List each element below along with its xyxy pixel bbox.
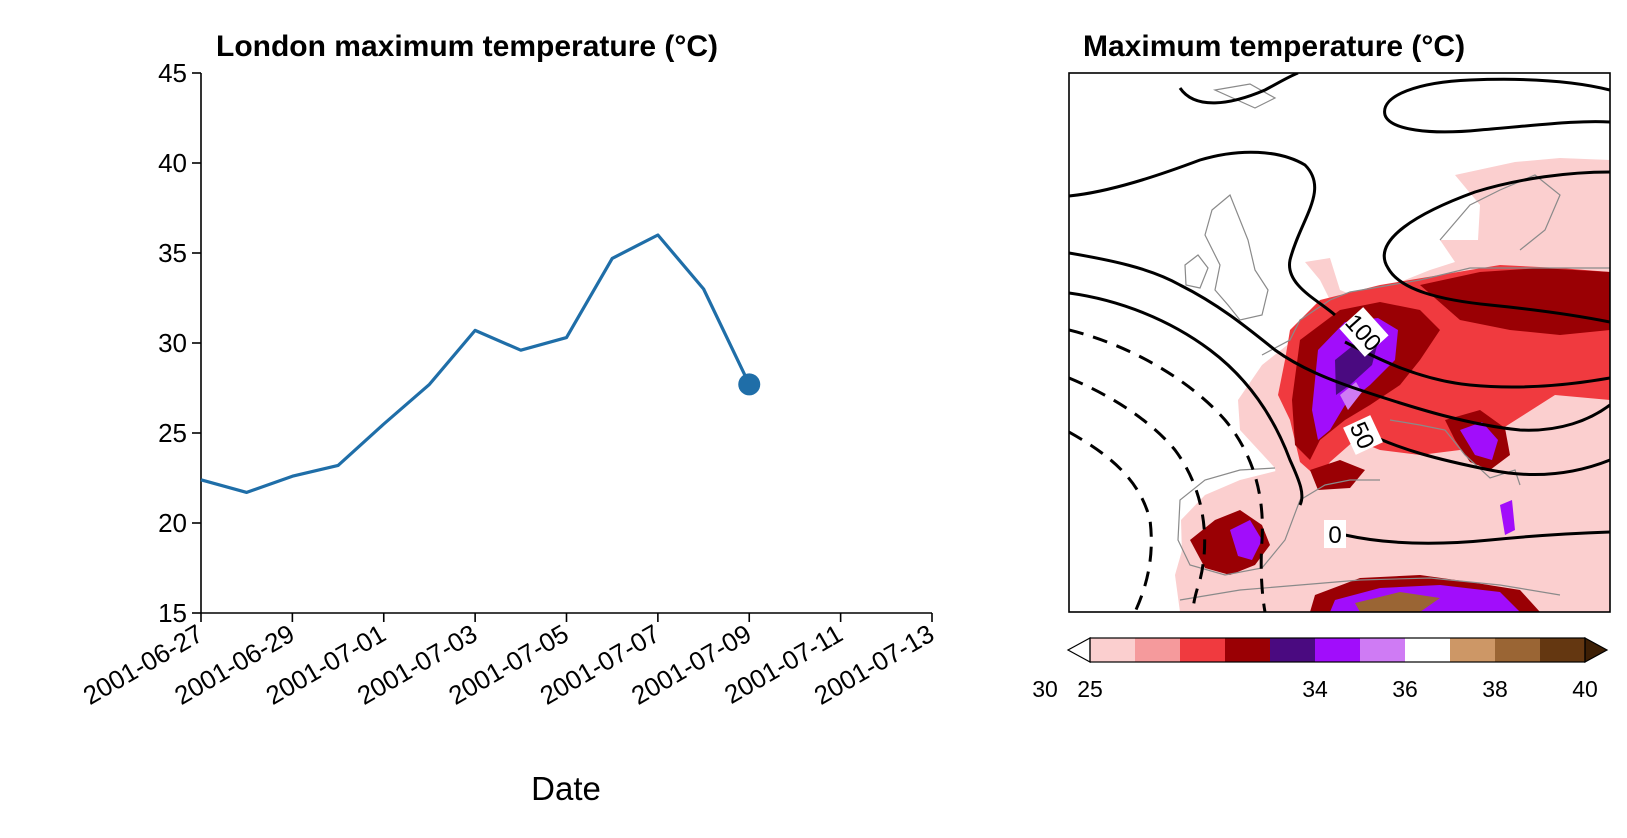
colorbar-tick-label: 30 — [1032, 676, 1058, 702]
heat-33-34-north — [1420, 268, 1610, 335]
scandinavia-coast — [1439, 174, 1561, 251]
map-area: 100 50 0 — [1069, 73, 1610, 612]
dashed-contours — [1069, 328, 1267, 612]
north-africa-coast — [1179, 577, 1561, 601]
heat-iberia-peak — [1230, 520, 1262, 560]
y-tick-label: 45 — [158, 58, 187, 88]
iberia-coast — [1177, 467, 1380, 576]
colorbar-bin — [1360, 638, 1406, 662]
colorbar-bin — [1090, 638, 1136, 662]
ireland-coast — [1184, 254, 1209, 289]
contour-label-bg-100 — [1339, 307, 1389, 357]
contour-6 — [1069, 291, 1304, 506]
dashed-contour-1 — [1069, 328, 1267, 612]
dashed-contour-3 — [1069, 430, 1153, 612]
contours — [1069, 73, 1610, 545]
colorbar-tick-label: 38 — [1482, 676, 1508, 702]
colorbar-bin — [1180, 638, 1226, 662]
colorbar-tick-label: 34 — [1302, 676, 1328, 702]
contour-label-bg-0 — [1324, 520, 1346, 548]
colorbar-tick-label: 36 — [1392, 676, 1418, 702]
colorbar-tick-label: 40 — [1572, 676, 1598, 702]
italy-coast — [1389, 419, 1521, 486]
temperature-line — [200, 233, 751, 494]
colorbar-bin — [1405, 638, 1451, 662]
colorbar-bin — [1225, 638, 1271, 662]
contour-1 — [1178, 73, 1299, 105]
y-tick-label: 25 — [158, 418, 187, 448]
north-europe-coast — [1261, 267, 1610, 356]
heat-sardinia — [1500, 500, 1515, 535]
y-tick-label: 35 — [158, 238, 187, 268]
heat-africa-brown — [1355, 592, 1440, 612]
heat-italy-core — [1460, 422, 1498, 460]
y-tick-label: 20 — [158, 508, 187, 538]
colorbar-bin — [1135, 638, 1181, 662]
contour-5 — [1069, 251, 1610, 432]
dashed-contour-2 — [1069, 376, 1207, 612]
map-frame — [1068, 72, 1611, 613]
contour-7 — [1344, 340, 1610, 389]
colorbar-bin — [1315, 638, 1361, 662]
contour-8 — [1359, 428, 1610, 477]
map-title: Maximum temperature (°C) — [1083, 30, 1465, 63]
x-axis-ticks: 2001-06-272001-06-292001-07-012001-07-03… — [78, 613, 939, 711]
great-britain-coast — [1204, 194, 1269, 321]
latest-value-marker — [738, 373, 761, 396]
y-tick-label: 40 — [158, 148, 187, 178]
contour-label-0: 0 — [1328, 522, 1341, 549]
colorbar: 25 30 34 36 38 40 — [1032, 636, 1609, 702]
map-panel: Maximum temperature (°C) — [1032, 30, 1611, 702]
line-chart: London maximum temperature (°C) 15 20 25 30… — [78, 30, 939, 807]
line-series — [200, 233, 761, 494]
contour-label-bg-50 — [1343, 415, 1383, 455]
iceland-coast — [1212, 83, 1277, 109]
colorbar-tick-label: 25 — [1077, 676, 1103, 702]
colorbar-bin — [1270, 638, 1316, 662]
y-axis-ticks: 15 20 25 30 35 40 45 — [158, 58, 201, 628]
contour-2 — [1383, 77, 1610, 134]
colorbar-extend-low — [1066, 636, 1091, 664]
contour-4 — [1382, 170, 1610, 324]
colorbar-frame — [1089, 637, 1586, 663]
contour-3 — [1069, 150, 1336, 317]
colorbar-bin — [1495, 638, 1541, 662]
y-tick-label: 30 — [158, 328, 187, 358]
colorbar-extend-high — [1584, 636, 1609, 664]
colorbar-bin — [1540, 638, 1586, 662]
contour-9 — [1344, 530, 1610, 545]
x-axis-label: Date — [531, 770, 601, 807]
coastlines — [1177, 83, 1610, 601]
line-chart-title: London maximum temperature (°C) — [216, 30, 718, 63]
colorbar-bin — [1450, 638, 1496, 662]
heat-south-france — [1310, 460, 1365, 490]
y-tick-label: 15 — [158, 598, 187, 628]
